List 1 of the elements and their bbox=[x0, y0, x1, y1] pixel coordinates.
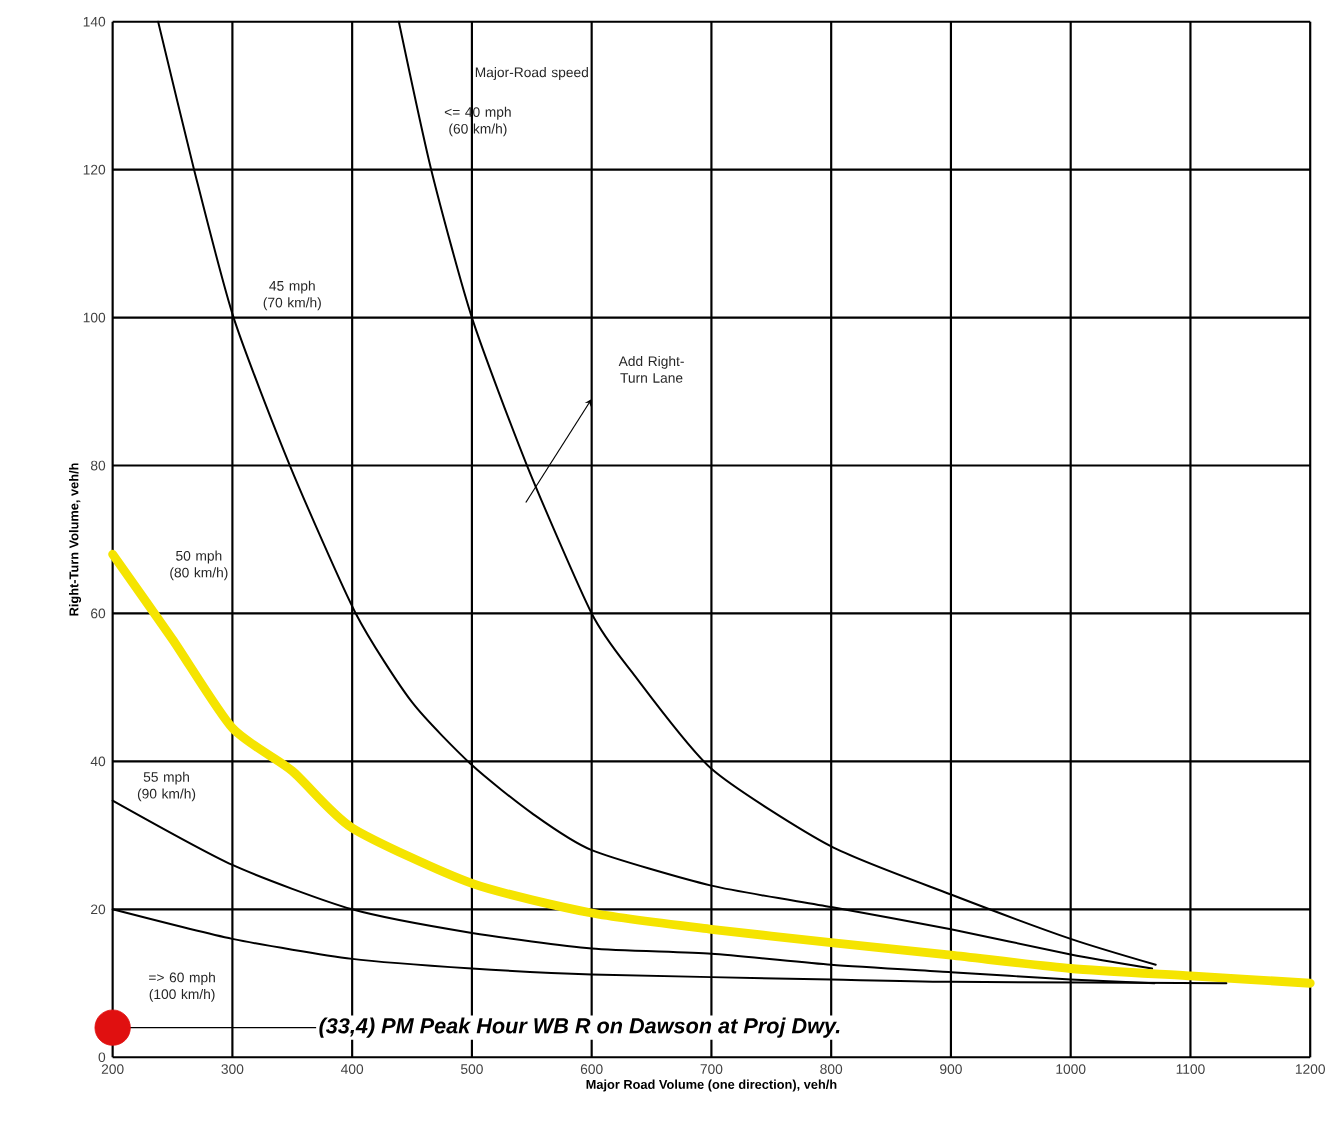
annotation: (33,4) PM Peak Hour WB R on Dawson at Proj Dwy. bbox=[319, 1017, 840, 1038]
